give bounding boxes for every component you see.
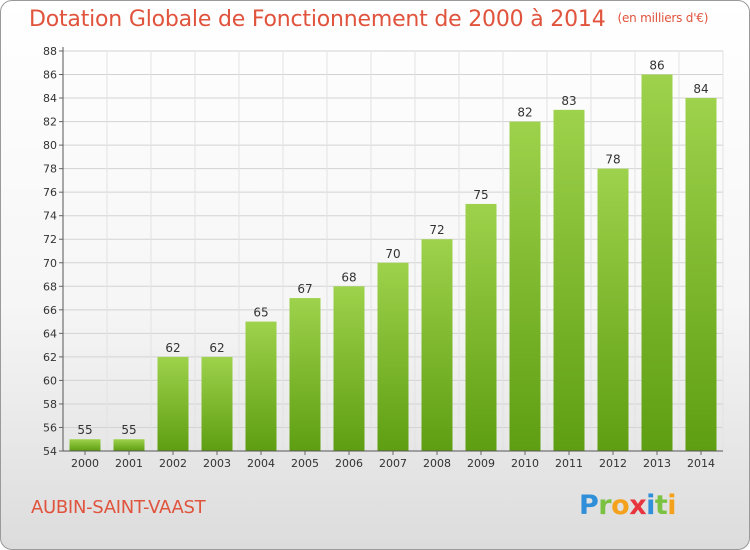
x-tick-label: 2001 [115,457,143,470]
logo-letter: r [598,490,612,521]
x-tick-label: 2004 [247,457,275,470]
x-tick-label: 2006 [335,457,363,470]
value-labels: 55 55 62 62 65 67 68 70 72 75 82 83 78 86 84 [77,59,708,438]
bar-value-label: 67 [297,282,312,296]
bar [685,98,717,451]
logo-letter: x [629,490,647,521]
x-tick-label: 2011 [555,457,583,470]
x-tick-label: 2012 [599,457,627,470]
x-tick-label: 2009 [467,457,495,470]
y-tick-label: 86 [43,69,57,82]
chart-title: Dotation Globale de Fonctionnement de 20… [29,7,708,32]
bar-value-label: 55 [77,423,92,437]
title-text: Dotation Globale de Fonctionnement de 20… [29,7,606,32]
bar-value-label: 78 [605,153,620,167]
bar-value-label: 72 [429,223,444,237]
bar [553,109,585,451]
unit-label: (en milliers d'€) [617,11,709,25]
y-tick-label: 80 [43,139,57,152]
x-tick-label: 2013 [643,457,671,470]
y-tick-label: 88 [43,45,57,58]
bar [377,262,409,451]
bar [157,356,189,451]
bar [69,439,101,451]
bar [289,298,321,451]
y-tick-label: 82 [43,116,57,129]
x-tick-label: 2010 [511,457,539,470]
bar-value-label: 83 [561,94,576,108]
y-tick-label: 72 [43,233,57,246]
y-tick-label: 58 [43,398,57,411]
x-tick-label: 2002 [159,457,187,470]
bar [245,321,277,451]
bar [421,239,453,451]
bar [201,356,233,451]
y-tick-label: 74 [43,210,57,223]
x-tick-label: 2003 [203,457,231,470]
y-tick-label: 54 [43,445,57,458]
x-tick-label: 2005 [291,457,319,470]
bar [465,203,497,451]
bar-value-label: 86 [649,59,664,73]
y-tick-label: 66 [43,304,57,317]
x-tick-label: 2014 [687,457,715,470]
y-tick-label: 62 [43,351,57,364]
logo-letter: i [667,490,677,521]
bar-value-label: 55 [121,423,136,437]
y-tick-label: 64 [43,327,57,340]
bar-value-label: 68 [341,270,356,284]
commune-name: AUBIN-SAINT-VAAST [31,497,206,518]
bar-value-label: 62 [209,341,224,355]
y-tick-label: 76 [43,186,57,199]
bar [597,168,629,451]
x-tick-label: 2008 [423,457,451,470]
bar [509,121,541,452]
logo-letter: i [646,490,655,521]
bar [333,286,365,451]
bar [641,74,673,451]
y-tick-label: 56 [43,421,57,434]
y-tick-label: 60 [43,374,57,387]
axes: 54 56 58 60 62 64 66 68 70 72 74 76 78 80 82 84 86 88 2000… [43,45,723,470]
bar-value-label: 62 [165,341,180,355]
bars [69,74,717,452]
logo-letter: t [654,490,668,521]
proxiti-logo: Proxiti [579,490,677,521]
y-tick-label: 68 [43,280,57,293]
bar-value-label: 75 [473,188,488,202]
y-tick-label: 70 [43,257,57,270]
bar-value-label: 82 [517,106,532,120]
logo-letter: P [579,490,599,521]
y-tick-label: 78 [43,163,57,176]
y-tick-label: 84 [43,92,57,105]
bar [113,439,145,451]
x-tick-label: 2007 [379,457,407,470]
x-tick-label: 2000 [71,457,99,470]
bar-value-label: 65 [253,306,268,320]
bar-value-label: 84 [693,82,708,96]
bar-value-label: 70 [385,247,400,261]
logo-letter: o [611,490,630,521]
